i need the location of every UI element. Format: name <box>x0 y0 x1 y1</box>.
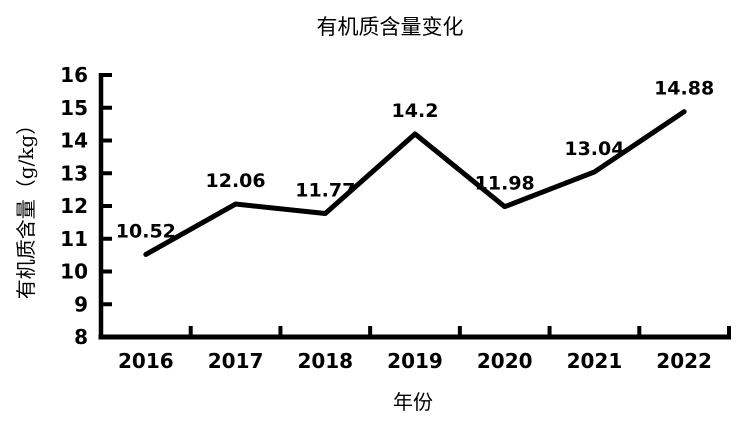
y-tick-label: 11 <box>60 227 88 251</box>
y-axis-ticks <box>101 73 112 339</box>
x-tick-label: 2017 <box>208 349 264 373</box>
y-axis-labels: 8 9 10 11 12 13 14 15 16 <box>60 63 88 349</box>
x-axis-title: 年份 <box>393 390 433 414</box>
series-line <box>143 109 687 257</box>
x-axis-labels: 2016 2017 2018 2019 2020 2021 2022 <box>118 349 712 373</box>
data-point-label: 13.04 <box>564 138 624 160</box>
x-tick-label: 2020 <box>477 349 533 373</box>
data-point-label: 11.77 <box>295 180 355 202</box>
x-tick-label: 2021 <box>567 349 623 373</box>
x-tick-label: 2018 <box>297 349 353 373</box>
x-tick-label: 2019 <box>387 349 443 373</box>
y-tick-label: 15 <box>60 96 88 120</box>
data-point-label: 11.98 <box>475 173 535 195</box>
data-labels: 10.52 12.06 11.77 14.2 11.98 13.04 14.88 <box>116 78 714 243</box>
x-axis-ticks <box>188 326 731 337</box>
data-series <box>143 109 687 257</box>
y-tick-label: 9 <box>74 292 88 316</box>
data-point-label: 10.52 <box>116 220 176 242</box>
data-point-label: 14.2 <box>392 100 439 122</box>
x-tick-label: 2022 <box>656 349 712 373</box>
y-tick-label: 12 <box>60 194 88 218</box>
x-tick-label: 2016 <box>118 349 174 373</box>
chart-title: 有机质含量变化 <box>317 15 464 39</box>
data-point-label: 12.06 <box>206 170 266 192</box>
y-tick-label: 14 <box>60 129 88 153</box>
y-tick-label: 16 <box>60 63 88 87</box>
data-point-label: 14.88 <box>654 78 714 100</box>
y-tick-label: 8 <box>74 325 88 349</box>
y-tick-label: 10 <box>60 260 88 284</box>
y-axis-title: 有机质含量（g/kg） <box>14 115 38 299</box>
y-tick-label: 13 <box>60 161 88 185</box>
